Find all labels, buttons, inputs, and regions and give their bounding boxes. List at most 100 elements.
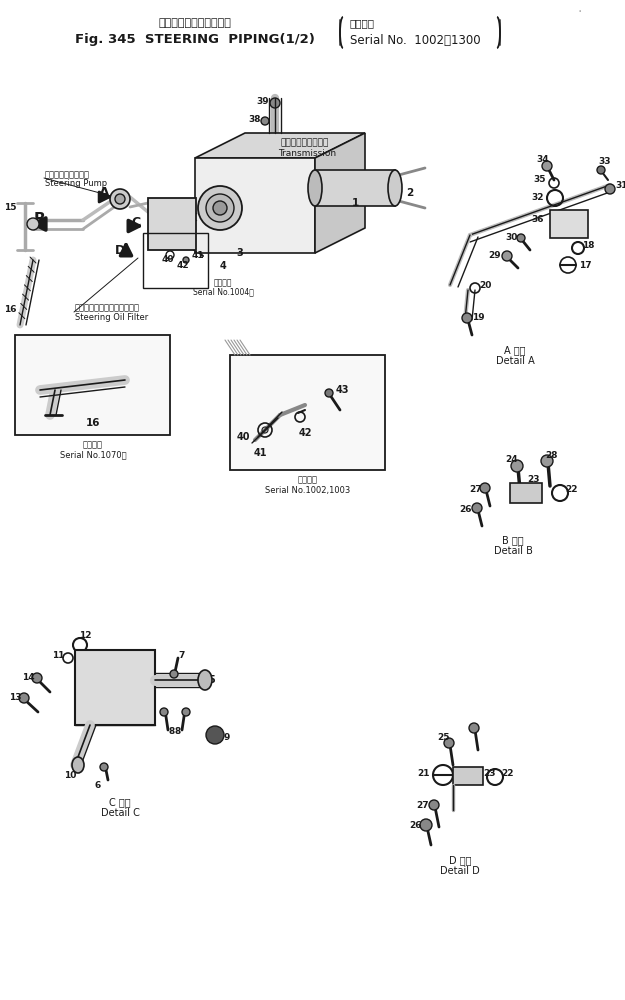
Text: 5: 5	[209, 675, 216, 685]
Text: 16: 16	[86, 418, 100, 428]
Text: 24: 24	[506, 456, 518, 464]
Circle shape	[183, 257, 189, 263]
Circle shape	[110, 189, 130, 209]
Bar	[230, 355, 385, 470]
Text: .: .	[578, 1, 582, 15]
Text: C: C	[131, 216, 141, 229]
Text: 15: 15	[4, 202, 17, 212]
Text: B 詳細: B 詳細	[503, 535, 524, 545]
Text: 17: 17	[579, 260, 591, 269]
Circle shape	[182, 708, 190, 716]
Circle shape	[160, 708, 168, 716]
Circle shape	[511, 460, 523, 472]
Text: Serial No.1002,1003: Serial No.1002,1003	[266, 486, 351, 494]
Ellipse shape	[72, 757, 84, 773]
Text: 31: 31	[615, 180, 625, 190]
Text: 37: 37	[205, 204, 217, 213]
Text: 6: 6	[95, 780, 101, 790]
Text: 26: 26	[460, 506, 472, 514]
Circle shape	[597, 166, 605, 174]
Circle shape	[198, 186, 242, 230]
Bar	[148, 198, 196, 250]
Text: 42: 42	[177, 261, 189, 270]
Circle shape	[517, 234, 525, 242]
Circle shape	[193, 245, 199, 251]
Text: 8: 8	[175, 728, 181, 736]
Text: 26: 26	[409, 820, 421, 830]
Text: 適用号機: 適用号機	[83, 440, 103, 450]
Bar	[453, 767, 483, 785]
Text: 41: 41	[192, 251, 204, 260]
Text: 19: 19	[472, 314, 484, 322]
Text: Detail B: Detail B	[494, 546, 532, 556]
Text: 10: 10	[64, 770, 76, 780]
Text: トランスミッション: トランスミッション	[281, 138, 329, 147]
Text: 23: 23	[484, 768, 496, 778]
Circle shape	[170, 670, 178, 678]
Text: 42: 42	[298, 428, 312, 438]
Text: 27: 27	[417, 800, 429, 810]
Text: 43: 43	[335, 385, 349, 395]
Text: B: B	[33, 213, 45, 228]
Circle shape	[480, 483, 490, 493]
Ellipse shape	[308, 170, 322, 206]
Circle shape	[469, 723, 479, 733]
Bar	[315, 170, 395, 206]
Circle shape	[429, 800, 439, 810]
Circle shape	[32, 673, 42, 683]
Text: 4: 4	[219, 261, 226, 271]
Text: 29: 29	[489, 251, 501, 260]
Text: 適用号機: 適用号機	[298, 476, 318, 485]
Text: 34: 34	[537, 155, 549, 164]
Text: 2: 2	[406, 188, 414, 198]
Text: A: A	[99, 186, 109, 200]
Text: 40: 40	[162, 255, 174, 264]
Text: C 詳細: C 詳細	[109, 797, 131, 807]
Text: 30: 30	[506, 233, 518, 242]
Text: 7: 7	[179, 652, 185, 660]
Bar	[15, 335, 170, 435]
Text: A 詳細: A 詳細	[504, 345, 526, 355]
Text: 23: 23	[527, 476, 539, 485]
Text: 1: 1	[351, 198, 359, 208]
Polygon shape	[195, 158, 315, 253]
Text: 18: 18	[582, 240, 594, 249]
Text: 11: 11	[52, 650, 64, 660]
Text: ステアリングポンプ: ステアリングポンプ	[45, 170, 90, 180]
Circle shape	[605, 184, 615, 194]
Ellipse shape	[198, 670, 212, 690]
Circle shape	[19, 693, 29, 703]
Text: 39: 39	[257, 97, 269, 105]
Text: 16: 16	[4, 306, 17, 314]
Circle shape	[462, 313, 472, 323]
Text: D: D	[115, 243, 125, 256]
Text: 12: 12	[79, 631, 91, 640]
Bar	[510, 483, 542, 503]
Text: 27: 27	[470, 486, 482, 494]
Text: 8: 8	[169, 728, 175, 736]
Text: 41: 41	[253, 448, 267, 458]
Circle shape	[542, 161, 552, 171]
Text: 21: 21	[417, 768, 429, 778]
Circle shape	[270, 98, 280, 108]
Circle shape	[115, 194, 125, 204]
Text: Serial No.1070～: Serial No.1070～	[60, 450, 126, 460]
Circle shape	[27, 218, 39, 230]
Circle shape	[261, 117, 269, 125]
Text: Serial No.1004～: Serial No.1004～	[192, 288, 254, 296]
Circle shape	[541, 455, 553, 467]
Text: ステアリングパイピング: ステアリングパイピング	[159, 18, 231, 28]
Ellipse shape	[388, 170, 402, 206]
Polygon shape	[315, 133, 365, 253]
Circle shape	[444, 738, 454, 748]
Text: Steering Oil Filter: Steering Oil Filter	[75, 312, 148, 322]
Text: 43: 43	[150, 243, 162, 252]
Bar	[550, 210, 588, 238]
Circle shape	[206, 194, 234, 222]
Text: 22: 22	[565, 486, 578, 494]
Circle shape	[420, 819, 432, 831]
Text: 33: 33	[599, 157, 611, 166]
Text: ステアリングオイルフィルタ: ステアリングオイルフィルタ	[75, 304, 140, 312]
Text: Detail A: Detail A	[496, 356, 534, 366]
Text: Steering Pump: Steering Pump	[45, 180, 107, 188]
